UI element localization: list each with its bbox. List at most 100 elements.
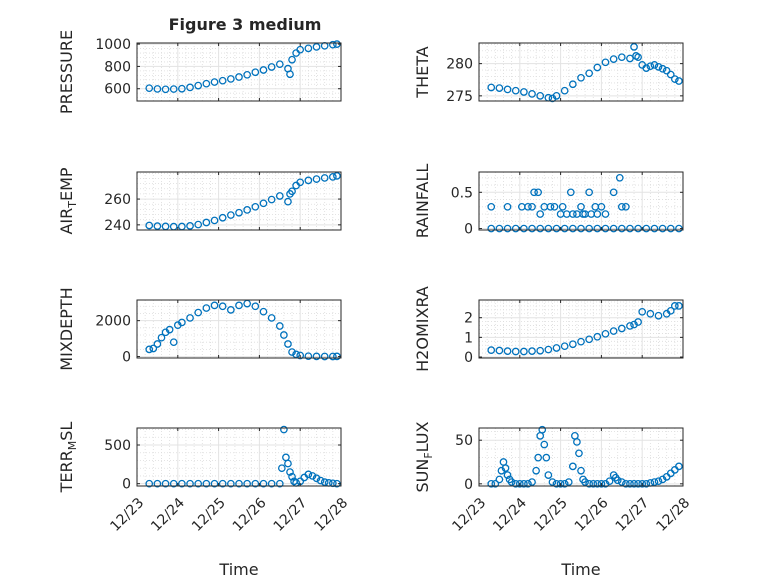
data-point <box>288 472 296 481</box>
data-point <box>609 224 618 233</box>
data-point <box>534 188 543 197</box>
x-tick-label: 12/25 <box>189 495 229 535</box>
data-point <box>333 172 341 180</box>
data-point <box>145 345 154 354</box>
x-tick-label: 12/24 <box>490 495 530 535</box>
data-point <box>585 188 594 197</box>
y-tick-label: 2 <box>464 311 473 327</box>
y-tick-label: 1000 <box>95 37 131 53</box>
data-point <box>202 79 211 88</box>
y-tick-label: 0 <box>122 477 131 493</box>
data-point <box>267 314 276 322</box>
data-point <box>501 464 510 472</box>
data-point <box>528 224 536 233</box>
data-point <box>288 348 296 356</box>
data-point <box>601 210 610 218</box>
data-point <box>275 479 284 488</box>
data-point <box>617 478 626 486</box>
data-point <box>617 202 626 211</box>
data-point <box>585 335 594 344</box>
data-point <box>568 224 577 233</box>
data-point <box>288 55 296 64</box>
data-point <box>320 478 329 486</box>
axes-background <box>137 172 341 230</box>
data-point <box>153 222 162 230</box>
data-point <box>638 479 647 488</box>
data-point <box>538 425 547 434</box>
y-tick-label: 0 <box>464 222 473 238</box>
data-point <box>675 462 683 471</box>
data-point <box>575 449 583 458</box>
axes-background <box>137 300 341 358</box>
data-point <box>515 479 524 488</box>
data-point <box>202 304 211 312</box>
data-point <box>650 224 659 233</box>
data-point <box>646 62 655 71</box>
subplot-2: 275 280 THETA <box>413 42 684 105</box>
data-point <box>202 218 211 227</box>
data-point <box>585 69 594 78</box>
data-point <box>577 73 585 82</box>
data-point <box>487 224 496 233</box>
data-point <box>630 43 638 51</box>
data-point <box>585 224 594 233</box>
data-point <box>658 224 667 233</box>
data-point <box>145 479 154 488</box>
data-point <box>235 73 243 81</box>
data-point <box>153 340 162 348</box>
y-tick-label: 0 <box>122 350 131 366</box>
data-point <box>226 479 235 488</box>
y-tick-label: 600 <box>104 82 131 98</box>
data-point <box>536 224 545 233</box>
data-point <box>267 195 276 204</box>
data-point <box>235 301 243 310</box>
data-point <box>626 54 634 63</box>
axes-box <box>478 299 684 359</box>
data-point <box>524 479 532 488</box>
data-point <box>601 329 610 338</box>
y-axis-label: MIXDEPTH <box>57 287 76 370</box>
y-tick-label: 0 <box>464 350 473 366</box>
data-point <box>178 479 186 488</box>
y-tick-label: 2000 <box>95 314 131 330</box>
data-point <box>328 40 337 49</box>
data-point <box>153 479 162 488</box>
data-point <box>495 475 504 484</box>
data-point <box>534 453 543 462</box>
data-point <box>528 90 536 98</box>
data-point <box>540 440 549 449</box>
data-point <box>194 479 203 488</box>
y-tick-label: 800 <box>104 59 131 75</box>
data-point <box>284 197 292 206</box>
data-point <box>670 75 679 83</box>
x-tick-label: 12/23 <box>449 495 489 535</box>
data-point <box>654 311 663 320</box>
data-point <box>609 188 618 197</box>
data-point <box>642 64 651 72</box>
data-point <box>613 476 622 485</box>
data-point <box>169 85 178 93</box>
data-point <box>558 202 567 211</box>
data-point <box>210 301 219 310</box>
data-point <box>312 43 321 51</box>
x-tick-label: 12/25 <box>531 495 571 535</box>
data-point <box>280 331 288 339</box>
data-point <box>218 213 227 222</box>
data-point <box>617 224 626 233</box>
data-point <box>601 58 610 67</box>
data-point <box>296 45 305 54</box>
axes-box <box>136 171 342 231</box>
data-point <box>568 340 577 349</box>
data-point <box>308 472 317 480</box>
data-point <box>243 479 252 488</box>
data-point <box>226 306 235 314</box>
y-tick-label: 500 <box>104 438 131 454</box>
data-point <box>577 224 585 233</box>
data-point <box>186 314 194 322</box>
data-point <box>593 479 602 488</box>
data-point <box>593 63 602 72</box>
data-point <box>597 479 606 488</box>
data-point <box>259 66 268 74</box>
data-point <box>277 464 286 473</box>
data-point <box>235 479 243 488</box>
